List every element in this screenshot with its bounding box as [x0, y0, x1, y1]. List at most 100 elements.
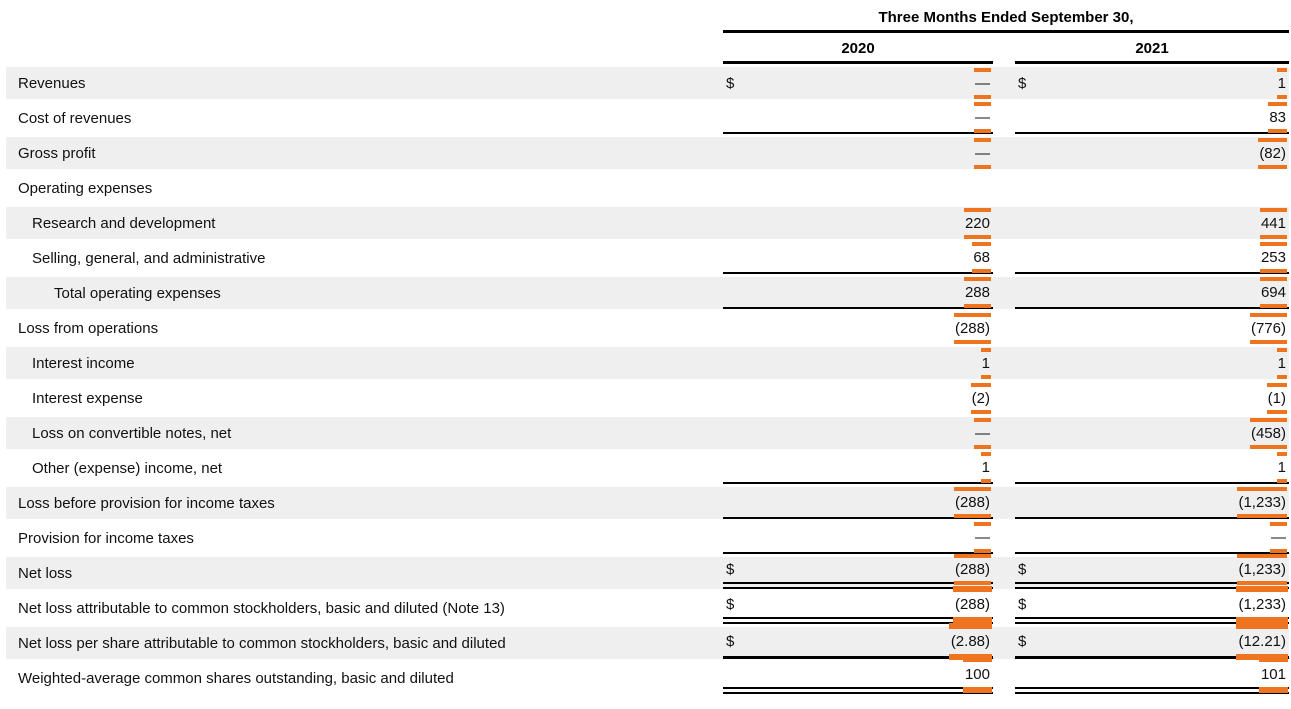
value-2021: (1,233): [1235, 586, 1289, 623]
table-row-loss-on-convertible-notes: Loss on convertible notes, net — (458): [6, 417, 1289, 449]
cell-2021: 101: [1015, 656, 1289, 694]
currency-symbol: $: [726, 596, 735, 613]
currency-symbol: $: [726, 561, 735, 578]
cell-2020: —: [723, 101, 993, 134]
column-header-2021: 2021: [1015, 36, 1289, 64]
cell-2021: (776): [1015, 312, 1289, 344]
cell-2020: $ (288): [723, 586, 993, 624]
row-label: Operating expenses: [18, 179, 153, 197]
row-label: Selling, general, and administrative: [32, 249, 266, 267]
value-2020: 288: [962, 276, 993, 308]
cell-2020: 220: [723, 207, 993, 239]
value-2020: —: [972, 417, 993, 449]
cell-2021: (458): [1015, 417, 1289, 449]
cell-2020: —: [723, 521, 993, 554]
value-2021: 253: [1258, 241, 1289, 273]
cell-2020: $ —: [723, 67, 993, 99]
table-row-net-loss-per-share: Net loss per share attributable to commo…: [6, 623, 1289, 660]
cell-2020: (288): [723, 312, 993, 344]
value-2020: 100: [962, 656, 993, 693]
cell-2021: $ (1,233): [1015, 554, 1289, 589]
cell-2021: 253: [1015, 241, 1289, 274]
cell-2021: 1: [1015, 347, 1289, 379]
cell-2020: 1: [723, 451, 993, 484]
row-label: Total operating expenses: [54, 284, 221, 302]
row-label: Loss from operations: [18, 319, 159, 337]
table-row-interest-income: Interest income 1 1: [6, 347, 1289, 379]
cell-2021: 694: [1015, 276, 1289, 309]
table-row-selling-general-administrative: Selling, general, and administrative 68 …: [6, 241, 1289, 274]
row-label: Loss before provision for income taxes: [18, 494, 275, 512]
row-label: Loss on convertible notes, net: [32, 424, 232, 442]
value-2021: 101: [1258, 656, 1289, 693]
row-label: Interest expense: [32, 389, 143, 407]
value-2021: (82): [1256, 137, 1289, 169]
table-row-weighted-average-shares: Weighted-average common shares outstandi…: [6, 656, 1289, 694]
value-2021: 694: [1258, 276, 1289, 308]
value-2021: 1: [1275, 347, 1289, 379]
cell-2020: $ (2.88): [723, 623, 993, 660]
table-row-revenues: Revenues $ — $1: [6, 67, 1289, 99]
value-2020: (288): [952, 554, 993, 585]
year-header-row: 2020 2021: [6, 36, 1291, 64]
table-row-other-expense-income: Other (expense) income, net 1 1: [6, 451, 1289, 484]
cell-2021: 441: [1015, 207, 1289, 239]
value-2020: 1: [979, 347, 993, 379]
column-header-2020: 2020: [723, 36, 993, 64]
cell-2020: 68: [723, 241, 993, 274]
value-2020: (2): [969, 382, 993, 414]
value-2021: 441: [1258, 207, 1289, 239]
header-spacer: [6, 36, 723, 64]
cell-2021: $ (12.21): [1015, 623, 1289, 660]
currency-symbol: $: [1018, 561, 1027, 578]
table-row-cost-of-revenues: Cost of revenues — 83: [6, 101, 1289, 134]
currency-symbol: $: [1018, 596, 1027, 613]
value-2021: (1,233): [1235, 486, 1289, 518]
value-2020: —: [972, 137, 993, 169]
cell-2020: (288): [723, 486, 993, 519]
value-2020: 220: [962, 207, 993, 239]
table-row-provision-for-income-taxes: Provision for income taxes — —: [6, 521, 1289, 554]
value-2020: 68: [970, 241, 993, 273]
cell-2020: 100: [723, 656, 993, 694]
row-label: Other (expense) income, net: [32, 459, 223, 477]
cell-2021: (1): [1015, 382, 1289, 414]
currency-symbol: $: [726, 633, 735, 650]
value-2020: (2.88): [948, 623, 993, 660]
value-2021: —: [1268, 521, 1289, 553]
row-label: Interest income: [32, 354, 135, 372]
cell-2021: —: [1015, 521, 1289, 554]
row-label: Net loss: [18, 564, 73, 582]
value-2020: (288): [952, 312, 993, 344]
cell-2020: —: [723, 137, 993, 169]
value-2020: —: [972, 101, 993, 133]
cell-2021: $1: [1015, 67, 1289, 99]
value-2020: (288): [952, 486, 993, 518]
cell-2021: [1015, 172, 1289, 204]
cell-2021: (1,233): [1015, 486, 1289, 519]
cell-2020: $ (288): [723, 554, 993, 589]
value-2021: (1): [1265, 382, 1289, 414]
cell-2021: $ (1,233): [1015, 586, 1289, 624]
period-header-row: Three Months Ended September 30,: [6, 9, 1291, 33]
cell-2021: 1: [1015, 451, 1289, 484]
cell-2020: (2): [723, 382, 993, 414]
header-spacer: [6, 9, 723, 33]
value-2021: 83: [1266, 101, 1289, 133]
row-label: Net loss per share attributable to commo…: [18, 634, 506, 652]
cell-2020: —: [723, 417, 993, 449]
value-2020: —: [972, 67, 993, 99]
cell-2021: (82): [1015, 137, 1289, 169]
cell-2020: 1: [723, 347, 993, 379]
row-label: Provision for income taxes: [18, 529, 194, 547]
value-2021: 1: [1275, 451, 1289, 483]
table-row-gross-profit: Gross profit — (82): [6, 137, 1289, 169]
table-row-net-loss: Net loss $ (288) $ (1,233): [6, 554, 1289, 589]
currency-symbol: $: [1018, 633, 1027, 650]
value-2021: (776): [1248, 312, 1289, 344]
cell-2021: 83: [1015, 101, 1289, 134]
value-2021: 1: [1275, 67, 1289, 99]
table-row-net-loss-attributable: Net loss attributable to common stockhol…: [6, 586, 1289, 624]
period-header: Three Months Ended September 30,: [723, 9, 1289, 33]
row-label: Research and development: [32, 214, 216, 232]
